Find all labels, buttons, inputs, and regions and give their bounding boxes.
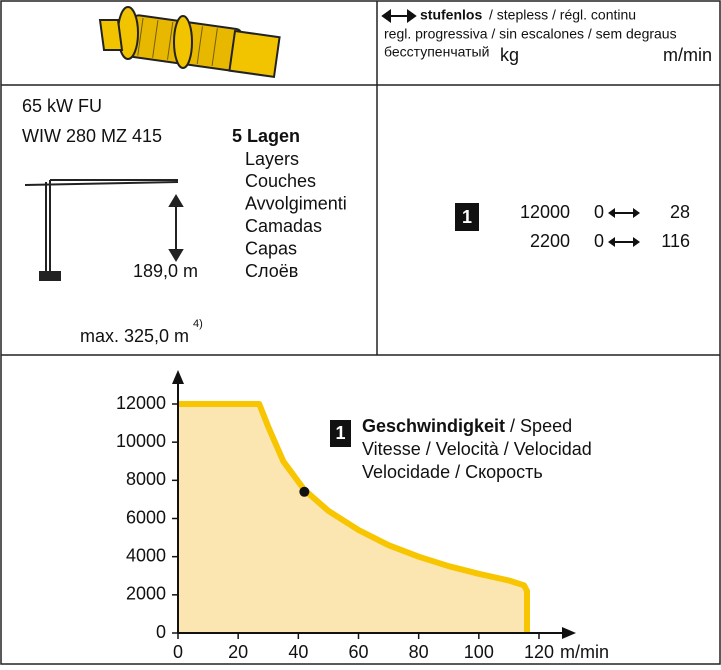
speed-from: 0 bbox=[594, 202, 604, 222]
stepless-arrow bbox=[381, 9, 417, 23]
y-tick-label: 6000 bbox=[126, 507, 166, 527]
crane-illustration bbox=[24, 179, 184, 281]
speed-to: 116 bbox=[661, 231, 690, 251]
y-tick-label: 0 bbox=[156, 622, 166, 642]
x-tick-label: 120 bbox=[524, 642, 554, 662]
x-tick-label: 60 bbox=[348, 642, 368, 662]
speed-curve bbox=[178, 401, 530, 633]
stepless-translations: / stepless / régl. continu bbox=[489, 7, 636, 23]
footnote-ref: 4) bbox=[193, 318, 203, 330]
y-tick-label: 2000 bbox=[126, 584, 166, 604]
winch-illustration bbox=[98, 6, 281, 78]
x-tick-label: 80 bbox=[409, 642, 429, 662]
y-tick-label: 4000 bbox=[126, 545, 166, 565]
x-tick-label: 0 bbox=[173, 642, 183, 662]
area-fill bbox=[178, 404, 527, 633]
layer-name: Avvolgimenti bbox=[245, 194, 347, 214]
y-tick-label: 10000 bbox=[116, 431, 166, 451]
unit-load: kg bbox=[500, 45, 519, 65]
x-axis-label: m/min bbox=[560, 642, 609, 662]
x-axis-arrow bbox=[562, 627, 576, 639]
speed-to: 28 bbox=[670, 202, 690, 222]
annotation: Geschwindigkeit / Speed bbox=[362, 416, 572, 436]
layer-name: Camadas bbox=[245, 216, 322, 236]
layer-name: Capas bbox=[245, 238, 297, 258]
speed-table: 12000 0 28 2200 0 116 bbox=[520, 202, 690, 251]
stepless-translations: regl. progressiva / sin escalones / sem … bbox=[384, 26, 677, 42]
annotation: Velocidade / Скорость bbox=[362, 462, 543, 482]
badge bbox=[330, 420, 351, 447]
x-tick-label: 100 bbox=[464, 642, 494, 662]
layer-name: Layers bbox=[245, 149, 299, 169]
height: 189,0 m bbox=[133, 261, 198, 281]
layers-title: 5 Lagen bbox=[232, 126, 300, 146]
marker bbox=[299, 486, 310, 497]
y-tick-label: 12000 bbox=[116, 393, 166, 413]
load: 12000 bbox=[520, 202, 570, 222]
x-tick-label: 20 bbox=[228, 642, 248, 662]
stepless-translations: бесступенчатый bbox=[384, 44, 489, 60]
range-arrow bbox=[608, 237, 640, 247]
annotation-bold: Geschwindigkeit bbox=[362, 416, 505, 436]
speed-from: 0 bbox=[594, 231, 604, 251]
max-height: max. 325,0 m bbox=[80, 326, 189, 346]
unit-speed: m/min bbox=[663, 45, 712, 65]
model: WIW 280 MZ 415 bbox=[22, 126, 162, 146]
range-arrow bbox=[608, 208, 640, 218]
stepless-label: stufenlos bbox=[420, 7, 482, 23]
layer-name: Слоёв bbox=[245, 261, 298, 281]
chart: 0 2000 4000 6000 8000 10000 12000 0 20 40 60 80 100 1… bbox=[116, 370, 609, 662]
power: 65 kW FU bbox=[22, 96, 102, 116]
badge-label: 1 bbox=[462, 207, 472, 227]
annotation: Vitesse / Velocità / Velocidad bbox=[362, 439, 592, 459]
y-axis-arrow bbox=[172, 370, 184, 384]
badge-label: 1 bbox=[335, 423, 345, 443]
y-tick-label: 8000 bbox=[126, 469, 166, 489]
badge bbox=[455, 203, 479, 231]
x-tick-label: 40 bbox=[288, 642, 308, 662]
annotation-rest: / Speed bbox=[510, 416, 572, 436]
load: 2200 bbox=[530, 231, 570, 251]
layer-name: Couches bbox=[245, 171, 316, 191]
